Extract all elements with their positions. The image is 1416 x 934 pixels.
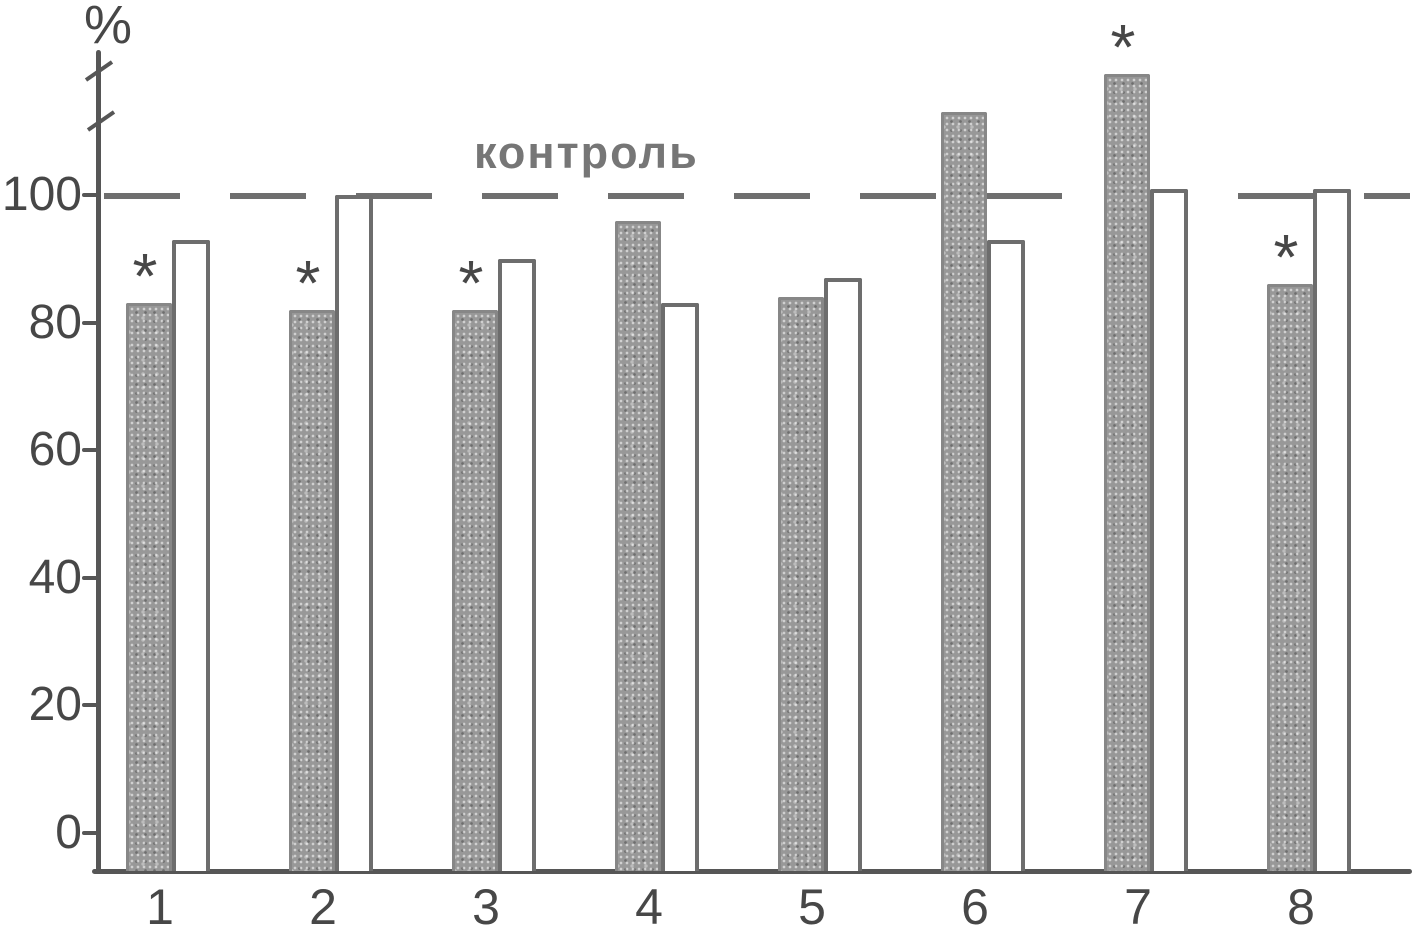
y-axis-line	[96, 50, 101, 873]
y-tick-mark-0	[82, 831, 100, 835]
control-line-label: контроль	[474, 127, 699, 178]
y-tick-label-20: 20	[28, 678, 82, 732]
significance-star-8: *	[1273, 221, 1299, 294]
bar-open-4	[661, 303, 699, 871]
y-tick-label-40: 40	[28, 550, 82, 604]
bar-open-6	[987, 239, 1025, 871]
y-tick-mark-20	[82, 703, 100, 708]
y-tick-mark-100	[82, 193, 100, 197]
x-axis-line	[92, 869, 1412, 874]
significance-star-2: *	[295, 246, 321, 319]
y-tick-label-100: 100	[1, 168, 82, 221]
bar-filled-2	[289, 309, 335, 871]
y-axis-unit-label: %	[84, 0, 133, 55]
bar-filled-8	[1267, 284, 1313, 871]
significance-star-3: *	[458, 246, 484, 319]
x-tick-label-2: 2	[309, 879, 337, 934]
bar-open-8	[1313, 188, 1351, 871]
bar-filled-5	[778, 297, 824, 871]
axis-break-mark	[86, 110, 116, 132]
significance-star-7: *	[1110, 10, 1136, 83]
bar-filled-6	[941, 112, 987, 871]
x-tick-label-4: 4	[635, 879, 663, 934]
bar-filled-7	[1104, 73, 1150, 871]
x-tick-label-6: 6	[961, 879, 989, 934]
y-tick-mark-80	[82, 320, 100, 325]
bar-open-5	[824, 277, 862, 871]
bar-open-1	[172, 239, 210, 871]
bar-filled-4	[615, 220, 661, 871]
bar-open-3	[498, 258, 536, 871]
bar-filled-1	[126, 303, 172, 871]
y-tick-mark-40	[82, 575, 100, 580]
x-tick-label-8: 8	[1287, 879, 1315, 934]
x-tick-label-7: 7	[1124, 879, 1152, 934]
y-tick-mark-60	[82, 448, 100, 453]
y-tick-label-0: 0	[55, 806, 82, 859]
bar-open-2	[335, 195, 373, 871]
bar-filled-3	[452, 309, 498, 871]
y-tick-label-80: 80	[28, 295, 82, 349]
x-tick-label-5: 5	[798, 879, 826, 934]
x-tick-label-1: 1	[146, 879, 174, 934]
y-tick-label-60: 60	[28, 423, 82, 477]
bar-open-7	[1150, 188, 1188, 871]
x-tick-label-3: 3	[472, 879, 500, 934]
significance-star-1: *	[132, 240, 158, 313]
